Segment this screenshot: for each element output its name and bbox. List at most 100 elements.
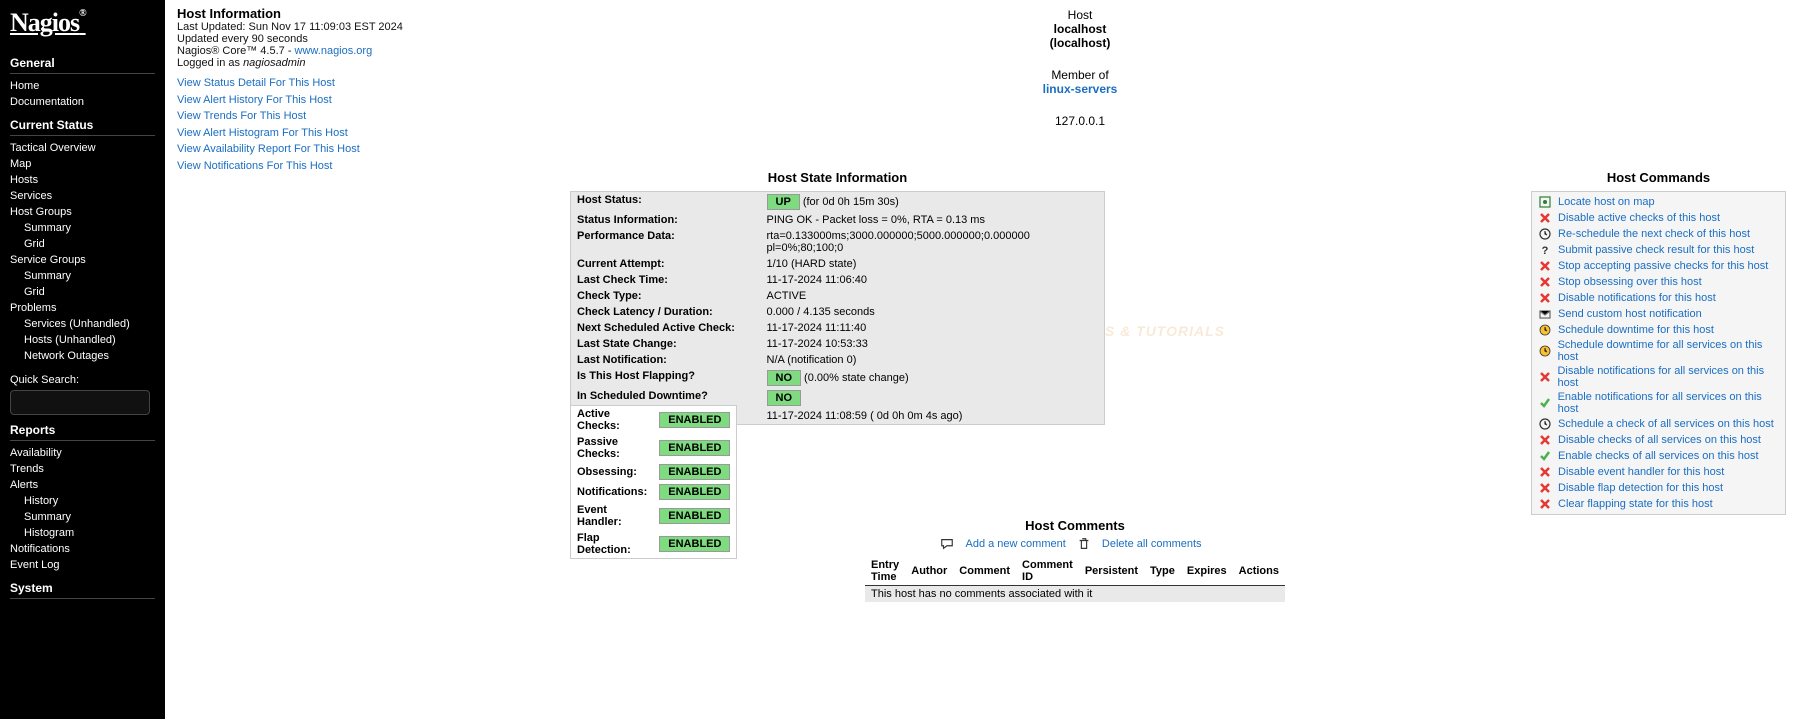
check-row-label: Active Checks: — [571, 406, 654, 435]
comments-column-header: Entry Time — [865, 557, 905, 586]
comments-column-header: Expires — [1181, 557, 1233, 586]
speech-icon — [940, 537, 954, 551]
command-link[interactable]: Disable notifications for this host — [1558, 292, 1716, 304]
nav-item[interactable]: Hosts — [10, 172, 155, 188]
command-link[interactable]: Schedule downtime for this host — [1558, 324, 1714, 336]
nav-item[interactable]: Services — [10, 188, 155, 204]
nav-item[interactable]: Documentation — [10, 94, 155, 110]
state-row-label: Is This Host Flapping? — [571, 368, 761, 388]
check-row-value: ENABLED — [653, 406, 737, 435]
nav-item[interactable]: Summary — [10, 220, 155, 236]
state-row-value: ACTIVE — [761, 288, 1105, 304]
x-red-icon — [1538, 465, 1552, 479]
product-link[interactable]: www.nagios.org — [295, 45, 373, 57]
enabled-badge: ENABLED — [659, 464, 730, 480]
command-link[interactable]: Disable event handler for this host — [1558, 466, 1724, 478]
command-link[interactable]: Send custom host notification — [1558, 308, 1702, 320]
nav-item[interactable]: Services (Unhandled) — [10, 316, 155, 332]
x-red-icon — [1538, 370, 1551, 384]
reschedule-icon — [1538, 417, 1552, 431]
nav-item[interactable]: Grid — [10, 236, 155, 252]
state-row-value: 0.000 / 4.135 seconds — [761, 304, 1105, 320]
comments-empty-row: This host has no comments associated wit… — [865, 586, 1285, 603]
command-link[interactable]: Enable notifications for all services on… — [1558, 391, 1779, 415]
check-row-label: Event Handler: — [571, 502, 654, 530]
command-link[interactable]: Enable checks of all services on this ho… — [1558, 450, 1759, 462]
enabled-badge: ENABLED — [659, 536, 730, 552]
command-link[interactable]: Clear flapping state for this host — [1558, 498, 1713, 510]
host-label: Host — [905, 8, 1255, 22]
command-row: Schedule downtime for all services on th… — [1532, 338, 1785, 364]
nav-item[interactable]: History — [10, 493, 155, 509]
nav-item[interactable]: Grid — [10, 284, 155, 300]
svg-text:?: ? — [1542, 245, 1549, 256]
nav-item[interactable]: Event Log — [10, 557, 155, 573]
nav-item[interactable]: Histogram — [10, 525, 155, 541]
x-red-icon — [1538, 497, 1552, 511]
state-row-value: UP (for 0d 0h 15m 30s) — [761, 192, 1105, 213]
x-red-icon — [1538, 481, 1552, 495]
command-link[interactable]: Disable active checks of this host — [1558, 212, 1720, 224]
command-row: Enable notifications for all services on… — [1532, 390, 1785, 416]
nav-item[interactable]: Host Groups — [10, 204, 155, 220]
comments-column-header: Comment ID — [1016, 557, 1079, 586]
nav-item[interactable]: Problems — [10, 300, 155, 316]
nav-item[interactable]: Network Outages — [10, 348, 155, 364]
nav-item[interactable]: Alerts — [10, 477, 155, 493]
command-link[interactable]: Disable flap detection for this host — [1558, 482, 1723, 494]
nav-item[interactable]: Home — [10, 78, 155, 94]
comments-column-header: Comment — [953, 557, 1016, 586]
enabled-badge: ENABLED — [659, 508, 730, 524]
nav-item[interactable]: Trends — [10, 461, 155, 477]
commands-box: Locate host on map Disable active checks … — [1531, 191, 1786, 515]
x-red-icon — [1538, 433, 1552, 447]
status-badge: NO — [767, 370, 802, 386]
nav-item[interactable]: Summary — [10, 509, 155, 525]
command-link[interactable]: Schedule a check of all services on this… — [1558, 418, 1774, 430]
command-row: Clear flapping state for this host — [1532, 496, 1785, 512]
nav-item[interactable]: Service Groups — [10, 252, 155, 268]
x-red-icon — [1538, 211, 1552, 225]
command-link[interactable]: Stop obsessing over this host — [1558, 276, 1702, 288]
command-row: Disable flap detection for this host — [1532, 480, 1785, 496]
enabled-badge: ENABLED — [659, 412, 730, 428]
nav-item[interactable]: Notifications — [10, 541, 155, 557]
state-row-label: Performance Data: — [571, 228, 761, 256]
command-link[interactable]: Locate host on map — [1558, 196, 1655, 208]
comments-table: Entry TimeAuthorCommentComment IDPersist… — [865, 557, 1285, 602]
command-link[interactable]: Disable checks of all services on this h… — [1558, 434, 1761, 446]
check-row-value: ENABLED — [653, 462, 737, 482]
state-row-value: 11-17-2024 10:53:33 — [761, 336, 1105, 352]
command-link[interactable]: Stop accepting passive checks for this h… — [1558, 260, 1768, 272]
nav-item[interactable]: Availability — [10, 445, 155, 461]
host-detail-link[interactable]: View Availability Report For This Host — [177, 141, 1786, 158]
state-row-value: NO (0.00% state change) — [761, 368, 1105, 388]
command-link[interactable]: Disable notifications for all services o… — [1557, 365, 1779, 389]
check-row-label: Obsessing: — [571, 462, 654, 482]
nav-item[interactable]: Hosts (Unhandled) — [10, 332, 155, 348]
comments-column-header: Actions — [1233, 557, 1285, 586]
state-row-label: Last Check Time: — [571, 272, 761, 288]
state-row-label: Check Type: — [571, 288, 761, 304]
command-row: ? Submit passive check result for this ho… — [1532, 242, 1785, 258]
quick-search-input[interactable] — [10, 390, 150, 415]
nav-item[interactable]: Summary — [10, 268, 155, 284]
clock-yellow-icon — [1538, 344, 1552, 358]
member-group-link[interactable]: linux-servers — [1043, 82, 1118, 96]
add-comment-link[interactable]: Add a new comment — [966, 538, 1066, 550]
command-row: Disable notifications for this host — [1532, 290, 1785, 306]
command-link[interactable]: Submit passive check result for this hos… — [1558, 244, 1754, 256]
nav-item[interactable]: Map — [10, 156, 155, 172]
command-row: Schedule a check of all services on this… — [1532, 416, 1785, 432]
comments-section: Host Comments Add a new comment Delete a… — [865, 518, 1285, 602]
command-link[interactable]: Schedule downtime for all services on th… — [1558, 339, 1779, 363]
member-label: Member of — [905, 68, 1255, 82]
check-row-label: Passive Checks: — [571, 434, 654, 462]
nav-item[interactable]: Tactical Overview — [10, 140, 155, 156]
state-row-label: Current Attempt: — [571, 256, 761, 272]
main-content: Kifarunix *NIX TIPS & TUTORIALS Host Inf… — [165, 0, 1798, 719]
checks-section: Active Checks: ENABLED Passive Checks: ENAB… — [570, 405, 730, 559]
command-link[interactable]: Re-schedule the next check of this host — [1558, 228, 1750, 240]
check-row-label: Notifications: — [571, 482, 654, 502]
delete-comments-link[interactable]: Delete all comments — [1102, 538, 1202, 550]
